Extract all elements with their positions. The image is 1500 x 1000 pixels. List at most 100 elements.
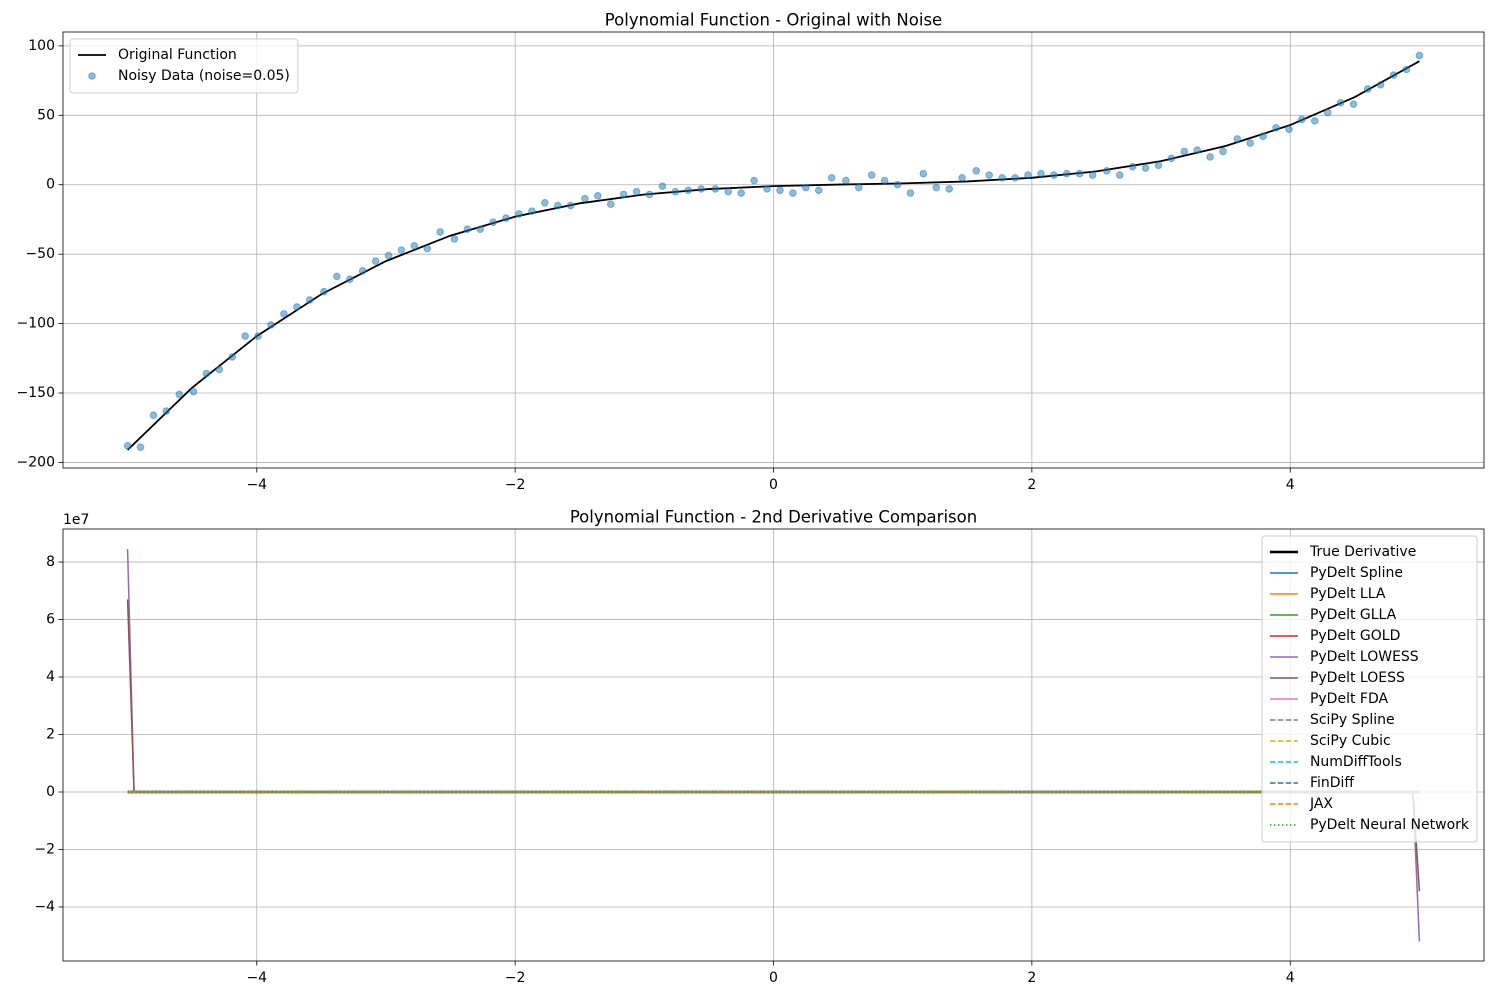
y-tick-label: 4: [46, 669, 55, 685]
data-point: [684, 186, 693, 195]
data-point: [450, 235, 459, 243]
data-point: [1310, 117, 1319, 125]
y-tick-label: −200: [17, 454, 55, 470]
data-point: [814, 186, 823, 195]
data-point: [1219, 147, 1227, 156]
data-point: [241, 332, 249, 340]
data-point: [1323, 108, 1332, 117]
subplot: Polynomial Function - 2nd Derivative Com…: [34, 508, 1485, 986]
x-tick-label: −2: [505, 970, 526, 986]
data-point: [358, 267, 367, 275]
data-point: [1050, 171, 1058, 179]
data-point: [1349, 100, 1358, 109]
data-point: [1154, 161, 1163, 170]
data-point: [972, 167, 981, 175]
data-point: [123, 441, 132, 450]
data-point: [1206, 153, 1214, 161]
data-point: [280, 310, 288, 318]
legend-label: Noisy Data (noise=0.05): [118, 68, 290, 84]
data-point: [1259, 132, 1267, 140]
data-point: [880, 176, 889, 185]
offset-label: 1e7: [63, 512, 89, 528]
data-point: [985, 171, 994, 179]
data-point: [1285, 125, 1293, 133]
x-tick-label: −2: [505, 477, 526, 493]
legend-label: PyDelt Spline: [1310, 565, 1403, 581]
legend-marker: [88, 72, 96, 80]
data-point: [267, 321, 275, 329]
legend-frame: [1261, 535, 1478, 843]
y-tick-label: 6: [46, 612, 55, 628]
data-point: [1141, 164, 1150, 172]
data-point: [645, 190, 654, 199]
data-line: [126, 60, 1420, 451]
data-point: [1402, 65, 1411, 74]
y-tick-label: −50: [25, 246, 55, 262]
legend-frame: [69, 38, 299, 94]
data-point: [658, 182, 667, 190]
legend-label: SciPy Cubic: [1310, 733, 1391, 749]
legend-label: NumDiffTools: [1310, 754, 1402, 770]
y-tick-label: 100: [28, 38, 55, 54]
data-point: [801, 183, 810, 192]
data-point: [423, 244, 432, 253]
x-tick-label: 4: [1286, 477, 1295, 493]
data-point: [305, 296, 314, 304]
data-point: [202, 369, 211, 378]
legend-label: PyDelt FDA: [1310, 691, 1389, 707]
data-point: [1102, 167, 1111, 175]
data-point: [606, 200, 615, 208]
data-point: [827, 173, 836, 182]
legend-label: SciPy Spline: [1310, 712, 1395, 728]
y-tick-label: 50: [37, 107, 55, 123]
legend-label: PyDelt LOESS: [1310, 670, 1405, 686]
data-point: [254, 332, 262, 340]
data-point: [463, 225, 472, 233]
data-point: [1193, 146, 1202, 154]
data-point: [566, 201, 575, 210]
data-point: [1075, 169, 1084, 178]
data-point: [436, 228, 445, 236]
legend-label: PyDelt GLLA: [1310, 607, 1397, 623]
data-point: [854, 183, 863, 192]
data-point: [776, 186, 784, 195]
data-point: [619, 190, 628, 199]
data-point: [215, 365, 224, 374]
data-point: [1128, 162, 1137, 171]
data-point: [750, 176, 758, 185]
data-point: [594, 192, 602, 200]
data-point: [410, 242, 419, 250]
x-tick-label: 0: [769, 970, 778, 986]
data-point: [553, 201, 562, 210]
x-tick-label: 0: [769, 477, 778, 493]
data-point: [1167, 154, 1176, 163]
data-point: [228, 353, 237, 361]
data-point: [528, 207, 536, 215]
data-point: [371, 257, 380, 265]
data-point: [958, 173, 966, 182]
chart-title: Polynomial Function - Original with Nois…: [605, 11, 942, 30]
y-tick-label: 2: [46, 727, 55, 743]
data-point: [1415, 51, 1424, 60]
data-point: [476, 225, 485, 233]
x-tick-label: −4: [246, 970, 267, 986]
legend-label: Original Function: [118, 47, 237, 63]
data-point: [697, 185, 705, 193]
data-point: [1298, 115, 1306, 124]
data-point: [333, 272, 341, 281]
data-point: [515, 210, 523, 218]
x-tick-label: 2: [1027, 477, 1036, 493]
legend-label: PyDelt GOLD: [1310, 628, 1400, 644]
x-tick-label: 2: [1027, 970, 1036, 986]
data-point: [175, 390, 184, 399]
legend: True Derivative PyDelt Spline PyDelt LLA Py…: [1261, 535, 1478, 843]
data-point: [919, 169, 928, 178]
data-point: [489, 218, 497, 227]
subplot: Polynomial Function - Original with Nois…: [17, 11, 1485, 493]
data-point: [867, 171, 876, 179]
legend-label: PyDelt LLA: [1310, 586, 1386, 602]
data-point: [293, 303, 301, 311]
data-point: [384, 251, 393, 260]
data-point: [906, 189, 915, 197]
